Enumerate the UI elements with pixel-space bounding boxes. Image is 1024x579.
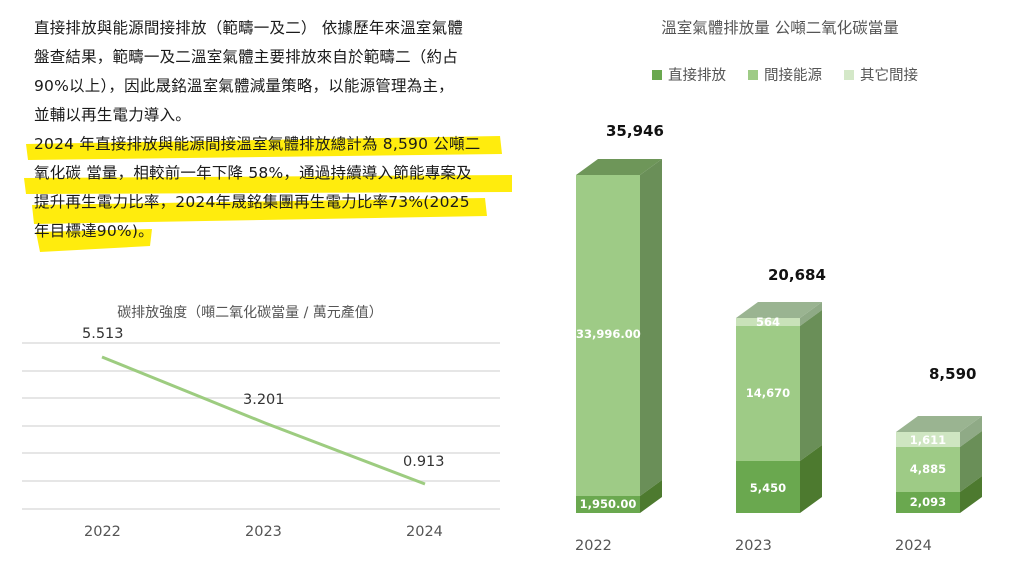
- segment-label: 1,611: [909, 433, 947, 447]
- paragraph-line: 直接排放與能源間接排放（範疇一及二） 依據歷年來溫室氣體: [34, 19, 464, 37]
- intro-paragraph: 直接排放與能源間接排放（範疇一及二） 依據歷年來溫室氣體 盤查結果，範疇一及二溫…: [34, 14, 514, 130]
- segment-label: 2,093: [909, 495, 947, 509]
- legend-other-indirect: 其它間接: [844, 64, 918, 85]
- gridlines: [22, 342, 500, 510]
- paragraph-line: 90%以上），因此晟銘溫室氣體減量策略，以能源管理為主，: [34, 77, 454, 95]
- legend-swatch-icon: [748, 69, 758, 80]
- legend-label: 間接能源: [764, 68, 822, 84]
- legend-direct: 直接排放: [652, 64, 726, 85]
- paragraph-line: 盤查結果，範疇一及二溫室氣體主要排放來自於範疇二（約占: [34, 48, 458, 66]
- data-label-2024: 0.913: [403, 454, 445, 470]
- bar-2024: [896, 416, 982, 513]
- bar-chart-legend: 直接排放 間接能源 其它間接: [652, 64, 918, 85]
- bar-x-tick: 2024: [895, 538, 932, 554]
- segment-label: 14,670: [745, 386, 791, 400]
- legend-swatch-icon: [844, 69, 854, 80]
- paragraph-line: 年目標達90%)。: [34, 222, 154, 240]
- paragraph-line: 2024 年直接排放與能源間接溫室氣體排放總計為 8,590 公噸二: [34, 135, 481, 153]
- bar-chart-title: 溫室氣體排放量 公噸二氧化碳當量: [661, 19, 899, 37]
- data-label-2022: 5.513: [82, 326, 124, 342]
- segment-label: 1,950.00: [579, 497, 637, 511]
- segment-label: 564: [755, 315, 780, 329]
- line-x-tick: 2022: [84, 524, 121, 540]
- bar-chart-plot: [576, 159, 982, 513]
- line-chart-title: 碳排放強度（噸二氧化碳當量 / 萬元產值）: [117, 305, 383, 321]
- total-2023: 20,684: [768, 266, 826, 284]
- legend-label: 直接排放: [668, 68, 726, 84]
- bar-2023: [736, 302, 822, 513]
- data-label-2023: 3.201: [243, 392, 285, 408]
- line-chart-plot: [22, 342, 500, 510]
- highlighted-paragraph: 2024 年直接排放與能源間接溫室氣體排放總計為 8,590 公噸二 氧化碳 當…: [34, 130, 514, 246]
- paragraph-line: 並輔以再生電力導入。: [34, 106, 192, 124]
- paragraph-line: 提升再生電力比率，2024年晟銘集團再生電力比率73%(2025: [34, 193, 470, 211]
- line-x-tick: 2023: [245, 524, 282, 540]
- line-x-tick: 2024: [406, 524, 443, 540]
- bar-x-tick: 2022: [575, 538, 612, 554]
- legend-swatch-icon: [652, 69, 662, 80]
- segment-label: 33,996.00: [576, 327, 641, 341]
- total-2024: 8,590: [929, 365, 977, 383]
- paragraph-line: 氧化碳 當量，相較前一年下降 58%，通過持續導入節能專案及: [34, 164, 472, 182]
- bar-x-tick: 2023: [735, 538, 772, 554]
- legend-indirect-energy: 間接能源: [748, 64, 822, 85]
- segment-label: 5,450: [749, 481, 787, 495]
- segment-label: 4,885: [909, 462, 947, 476]
- total-2022: 35,946: [606, 122, 664, 140]
- intensity-line: [101, 355, 426, 486]
- bar-2022: [576, 159, 662, 513]
- legend-label: 其它間接: [860, 68, 918, 84]
